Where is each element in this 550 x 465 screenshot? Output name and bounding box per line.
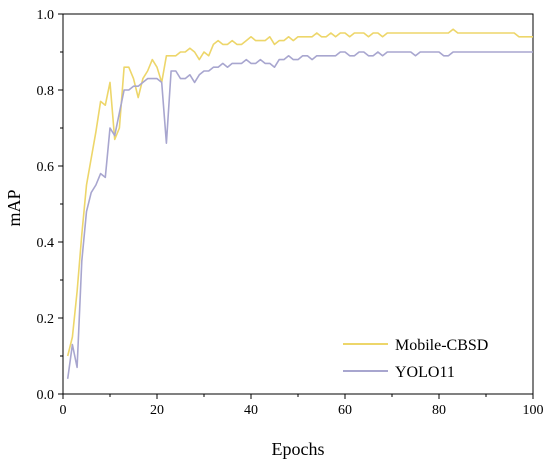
y-tick-label: 0.8 xyxy=(37,84,55,99)
x-tick-label: 100 xyxy=(523,403,544,418)
x-axis-title: Epochs xyxy=(272,439,325,459)
legend-label-yolo11: YOLO11 xyxy=(395,364,455,381)
y-tick-label: 0.4 xyxy=(37,236,55,251)
x-tick-label: 40 xyxy=(244,403,258,418)
y-axis-ticks: 0.0 0.2 0.4 0.6 0.8 1.0 xyxy=(37,8,63,403)
series-layer xyxy=(66,28,533,379)
legend-label-mobile-cbsd: Mobile-CBSD xyxy=(395,337,488,354)
legend: Mobile-CBSD YOLO11 xyxy=(343,337,488,381)
x-axis-ticks: 0 20 40 60 80 100 xyxy=(60,394,544,418)
x-tick-label: 60 xyxy=(338,403,352,418)
x-tick-label: 20 xyxy=(150,403,164,418)
y-tick-label: 0.0 xyxy=(37,388,55,403)
series-line-mobile-cbsd xyxy=(66,28,533,357)
series-line-yolo11 xyxy=(66,51,533,379)
y-tick-label: 0.6 xyxy=(37,160,55,175)
y-axis-title: mAP xyxy=(4,189,24,226)
x-tick-label: 0 xyxy=(60,403,67,418)
y-tick-label: 0.2 xyxy=(37,312,55,327)
x-tick-label: 80 xyxy=(432,403,446,418)
y-tick-label: 1.0 xyxy=(37,8,55,23)
